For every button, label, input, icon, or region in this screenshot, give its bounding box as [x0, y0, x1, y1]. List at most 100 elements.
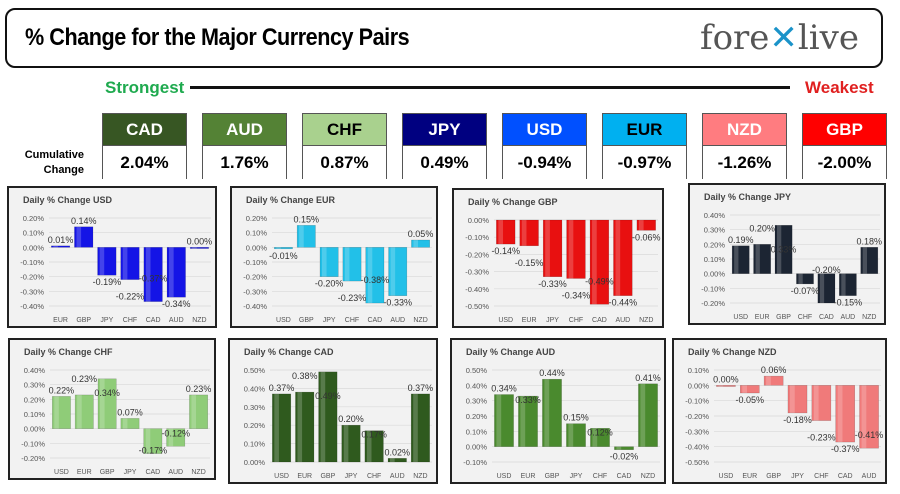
bar-highlight — [122, 247, 128, 280]
bar-highlight — [592, 220, 597, 305]
bar-highlight — [99, 247, 105, 276]
chart-usd: Daily % Change USD 0.20% 0.10% 0.00% -0.10% -… — [7, 186, 217, 328]
data-label: 0.06% — [761, 365, 787, 375]
data-label: 0.33% — [515, 395, 541, 405]
chart-title: Daily % Change CHF — [24, 347, 113, 357]
bar-highlight — [344, 247, 350, 282]
y-tick-label: 0.10% — [244, 440, 266, 449]
x-tick-label: JPY — [323, 317, 336, 324]
bar-aud — [166, 428, 186, 447]
bar-cad — [817, 273, 836, 304]
y-tick-label: -0.20% — [685, 412, 709, 421]
x-tick-label: AUD — [168, 469, 183, 476]
chart-eur: Daily % Change EUR 0.20% 0.10% 0.00% -0.10% -… — [230, 186, 438, 328]
x-tick-label: USD — [274, 473, 289, 480]
bar-highlight — [638, 220, 644, 231]
y-tick-label: -0.20% — [20, 273, 44, 282]
x-tick-label: EUR — [755, 314, 770, 321]
x-tick-label: EUR — [53, 317, 68, 324]
bar-highlight — [718, 385, 724, 387]
data-label: 0.01% — [48, 235, 74, 245]
y-tick-label: -0.50% — [685, 458, 709, 467]
chart-title: Daily % Change CAD — [244, 347, 334, 357]
y-tick-label: 0.20% — [466, 412, 488, 421]
bar-chf — [796, 273, 814, 285]
x-tick-label: AUD — [390, 317, 405, 324]
bar-aud — [859, 385, 879, 449]
y-tick-label: 0.40% — [24, 366, 46, 375]
bar-highlight — [498, 220, 504, 245]
y-tick-label: -0.30% — [20, 287, 44, 296]
x-tick-label: GBP — [76, 317, 91, 324]
data-label: -0.17% — [139, 446, 168, 456]
data-label: -0.22% — [116, 292, 145, 302]
bar-gbp — [318, 371, 338, 463]
bar-highlight — [592, 428, 598, 447]
x-tick-label: USD — [719, 473, 734, 480]
bar-gbp — [296, 225, 316, 248]
currency-box-eur: EUR -0.97% — [602, 113, 687, 180]
x-tick-label: CHF — [345, 317, 359, 324]
bar-highlight — [616, 446, 622, 450]
bar-highlight — [742, 385, 748, 393]
strongest-label: Strongest — [105, 78, 185, 97]
currency-box-gbp: GBP -2.00% — [802, 113, 887, 180]
data-label: -0.38% — [361, 275, 390, 285]
chart-title: Daily % Change NZD — [688, 347, 777, 357]
data-label: -0.34% — [162, 299, 191, 309]
bar-highlight — [521, 220, 527, 246]
cumulative-change-label: Cumulative Change — [24, 149, 84, 176]
currency-box-cad: CAD 2.04% — [102, 113, 187, 180]
y-tick-label: -0.10% — [685, 397, 709, 406]
bar-highlight — [640, 383, 646, 447]
y-tick-label: 0.40% — [466, 381, 488, 390]
bar-aud — [387, 458, 407, 463]
x-tick-label: NZD — [192, 317, 206, 324]
bar-highlight — [789, 385, 795, 413]
bar-highlight — [568, 423, 574, 447]
y-tick-label: -0.40% — [465, 285, 489, 294]
y-tick-label: 0.10% — [704, 255, 726, 264]
bar-highlight — [100, 378, 105, 429]
x-tick-label: CAD — [617, 473, 632, 480]
chart-chf: Daily % Change CHF 0.40% 0.30% 0.20% 0.10% 0.… — [8, 338, 216, 480]
bar-highlight — [274, 393, 279, 462]
x-tick-label: AUD — [862, 473, 877, 480]
bar-highlight — [568, 220, 574, 279]
bar-highlight — [366, 430, 372, 462]
bar-usd — [716, 385, 736, 387]
y-tick-label: -0.10% — [243, 258, 267, 267]
y-tick-label: 0.10% — [466, 427, 488, 436]
forexlive-logo: fore✕live — [699, 18, 859, 58]
chart-title: Daily % Change USD — [23, 195, 113, 205]
bar-usd — [494, 394, 514, 447]
y-tick-label: -0.20% — [21, 454, 45, 463]
x-tick-label: CAD — [819, 314, 834, 321]
bar-chf — [590, 428, 610, 447]
bar-highlight — [145, 428, 151, 454]
data-label: -0.37% — [831, 444, 860, 454]
bar-jpy — [566, 423, 586, 447]
chart-svg: Daily % Change USD 0.20% 0.10% 0.00% -0.10% -… — [20, 195, 212, 324]
y-tick-label: 0.20% — [704, 240, 726, 249]
x-tick-label: CAD — [592, 317, 607, 324]
chart-svg: Daily % Change NZD0.10%0.00%-0.10%-0.20%… — [685, 347, 883, 480]
y-tick-label: 0.00% — [466, 443, 488, 452]
currency-box-chf: CHF 0.87% — [302, 113, 387, 180]
data-label: -0.15% — [515, 258, 544, 268]
chart-jpy: Daily % Change JPY 0.40% 0.30% 0.20% 0.10% 0.… — [688, 183, 886, 325]
data-label: -0.20% — [315, 279, 344, 289]
data-label: -0.49% — [585, 276, 614, 286]
y-tick-label: 0.10% — [23, 229, 45, 238]
x-tick-label: NZD — [639, 317, 653, 324]
bar-usd — [496, 219, 516, 245]
x-tick-label: GBP — [776, 314, 791, 321]
bar-gbp — [763, 375, 784, 386]
bar-highlight — [861, 385, 867, 449]
y-tick-label: 0.10% — [246, 229, 268, 238]
y-tick-label: -0.30% — [243, 287, 267, 296]
bar-jpy — [787, 385, 808, 414]
y-tick-label: -0.10% — [465, 233, 489, 242]
x-tick-label: CHF — [593, 473, 607, 480]
bar-highlight — [766, 376, 771, 386]
